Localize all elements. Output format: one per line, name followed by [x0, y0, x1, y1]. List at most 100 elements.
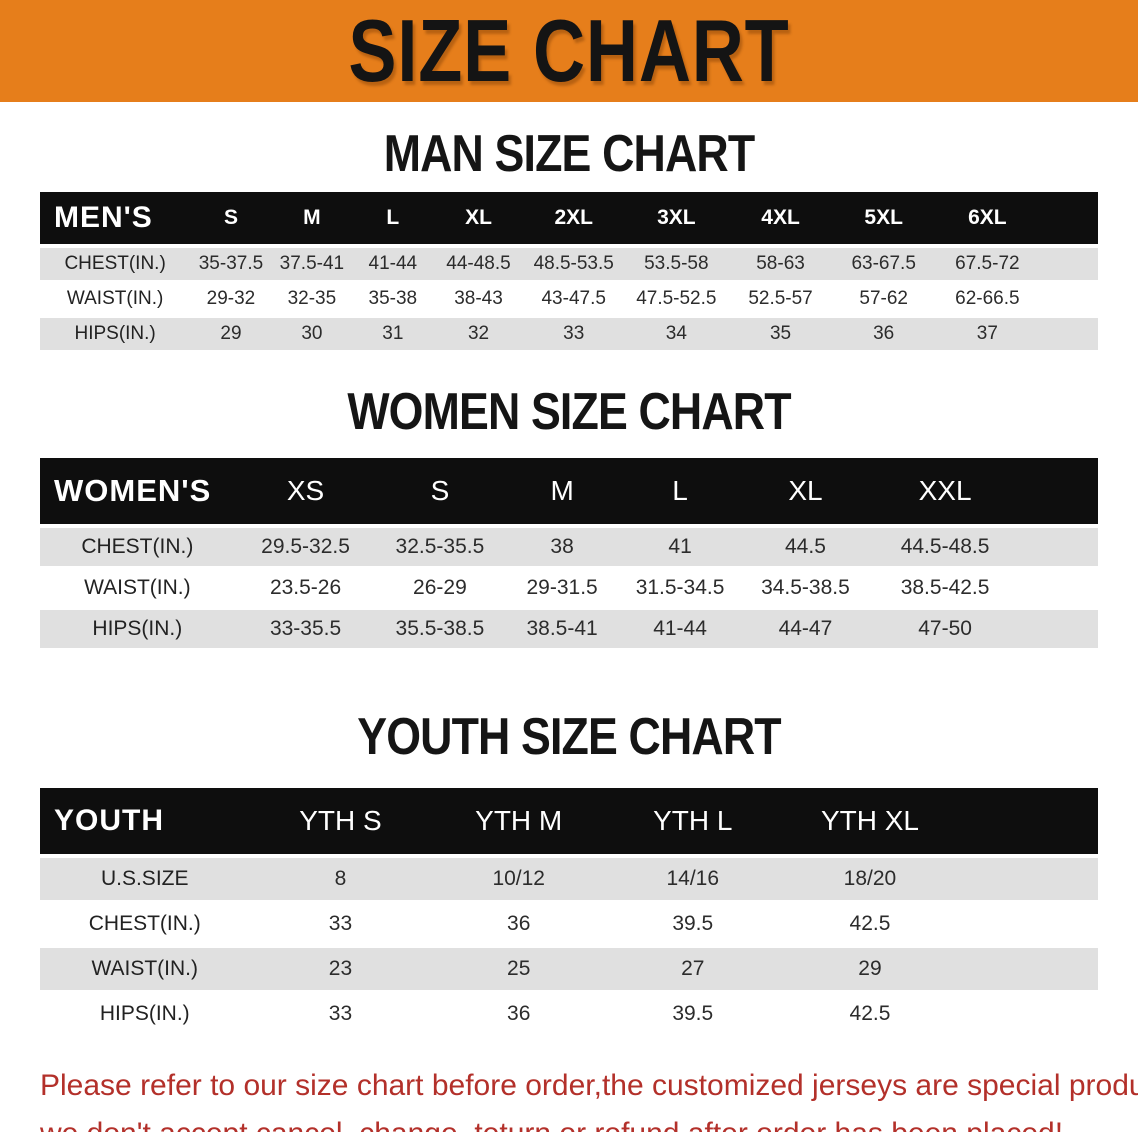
- size-column-header: S: [190, 192, 272, 248]
- size-value-cell: 32-35: [271, 281, 353, 318]
- measurement-row: WAIST(IN.) 23.5-26 26-29 29-31.5 31.5-34.5 34…: [40, 567, 1098, 610]
- row-label: CHEST(IN.): [40, 526, 235, 569]
- row-label: U.S.SIZE: [40, 856, 250, 903]
- disclaimer-line-1: Please refer to our size chart before or…: [40, 1069, 1138, 1102]
- banner: SIZE CHART: [0, 0, 1138, 102]
- row-label: HIPS(IN.): [40, 608, 235, 651]
- size-value-cell: 38.5-42.5: [871, 567, 1019, 610]
- size-value-cell: 42.5: [779, 991, 961, 1038]
- size-column-header: L: [620, 458, 740, 528]
- size-value-cell: 39.5: [606, 901, 780, 948]
- size-value-cell: 8: [249, 856, 432, 903]
- measurement-row: HIPS(IN.) 33-35.5 35.5-38.5 38.5-41 41-44 44-…: [40, 608, 1098, 651]
- measurement-row: CHEST(IN.) 33 36 39.5 42.5: [40, 901, 1098, 948]
- size-column-header: XXL: [871, 458, 1019, 528]
- disclaimer-line-2: we don't accept cancel, change, teturn o…: [40, 1110, 1118, 1132]
- size-value-cell: 35-38: [352, 281, 434, 318]
- man-size-chart-heading: MAN SIZE CHART: [383, 125, 755, 183]
- size-column-header: YTH L: [606, 788, 780, 858]
- table-header-row: WOMEN'S XS S M L XL XXL: [40, 458, 1098, 528]
- row-spacer: [960, 946, 1098, 993]
- row-label: WAIST(IN.): [40, 946, 250, 993]
- size-value-cell: 31.5-34.5: [620, 567, 740, 610]
- size-value-cell: 38-43: [433, 281, 524, 318]
- size-value-cell: 57-62: [832, 281, 935, 318]
- size-value-cell: 58-63: [728, 246, 833, 283]
- row-label: WAIST(IN.): [40, 281, 191, 318]
- row-label: HIPS(IN.): [40, 991, 250, 1038]
- mens-size-table: MEN'S S M L XL 2XL 3XL 4XL 5XL 6XL CHEST(IN.) 35-37…: [40, 192, 1098, 353]
- size-value-cell: 33: [249, 901, 432, 948]
- size-value-cell: 39.5: [606, 991, 780, 1038]
- size-value-cell: 34: [623, 316, 729, 353]
- table-group-header: YOUTH: [40, 788, 250, 858]
- size-value-cell: 36: [431, 901, 606, 948]
- table-group-header: WOMEN'S: [40, 458, 235, 528]
- size-value-cell: 41-44: [620, 608, 740, 651]
- size-column-header: 6XL: [935, 192, 1040, 248]
- size-value-cell: 29: [190, 316, 272, 353]
- row-label: CHEST(IN.): [40, 246, 191, 283]
- size-value-cell: 35: [728, 316, 833, 353]
- size-value-cell: 33-35.5: [234, 608, 377, 651]
- measurement-row: HIPS(IN.) 29 30 31 32 33 34 35 36 37: [40, 316, 1098, 353]
- size-value-cell: 35-37.5: [190, 246, 272, 283]
- disclaimer: Please refer to our size chart before or…: [0, 1062, 1138, 1132]
- size-value-cell: 53.5-58: [623, 246, 729, 283]
- row-spacer: [1039, 246, 1098, 283]
- size-column-header: YTH S: [249, 788, 432, 858]
- size-value-cell: 44.5: [739, 526, 872, 569]
- table-header-row: YOUTH YTH S YTH M YTH L YTH XL: [40, 788, 1098, 858]
- row-spacer: [1018, 567, 1098, 610]
- size-value-cell: 33: [523, 316, 624, 353]
- size-column-header: M: [271, 192, 353, 248]
- measurement-row: CHEST(IN.) 29.5-32.5 32.5-35.5 38 41 44.5 44.5…: [40, 526, 1098, 569]
- size-column-header: XL: [739, 458, 872, 528]
- size-value-cell: 63-67.5: [832, 246, 935, 283]
- size-value-cell: 37.5-41: [271, 246, 353, 283]
- size-value-cell: 41-44: [352, 246, 434, 283]
- size-value-cell: 14/16: [606, 856, 780, 903]
- size-value-cell: 36: [832, 316, 935, 353]
- measurement-row: HIPS(IN.) 33 36 39.5 42.5: [40, 991, 1098, 1038]
- size-column-header: 2XL: [523, 192, 624, 248]
- size-value-cell: 41: [620, 526, 740, 569]
- row-spacer: [960, 901, 1098, 948]
- row-label: HIPS(IN.): [40, 316, 191, 353]
- size-value-cell: 48.5-53.5: [523, 246, 624, 283]
- size-value-cell: 31: [352, 316, 434, 353]
- size-value-cell: 42.5: [779, 901, 961, 948]
- youth-size-chart-heading: YOUTH SIZE CHART: [357, 708, 781, 766]
- header-spacer: [1039, 192, 1098, 248]
- size-column-header: 3XL: [623, 192, 729, 248]
- row-spacer: [1039, 281, 1098, 318]
- size-value-cell: 23: [249, 946, 432, 993]
- size-value-cell: 23.5-26: [234, 567, 377, 610]
- header-spacer: [960, 788, 1098, 858]
- women-size-chart-heading: WOMEN SIZE CHART: [347, 383, 791, 441]
- size-value-cell: 44-47: [739, 608, 872, 651]
- table-group-header: MEN'S: [40, 192, 191, 248]
- size-value-cell: 29.5-32.5: [234, 526, 377, 569]
- size-value-cell: 38.5-41: [503, 608, 621, 651]
- size-value-cell: 67.5-72: [935, 246, 1040, 283]
- banner-title: SIZE CHART: [348, 1, 790, 100]
- size-value-cell: 34.5-38.5: [739, 567, 872, 610]
- size-value-cell: 29-31.5: [503, 567, 621, 610]
- size-value-cell: 32: [433, 316, 524, 353]
- size-value-cell: 35.5-38.5: [376, 608, 504, 651]
- size-value-cell: 62-66.5: [935, 281, 1040, 318]
- size-value-cell: 43-47.5: [523, 281, 624, 318]
- size-column-header: XS: [234, 458, 377, 528]
- measurement-row: WAIST(IN.) 29-32 32-35 35-38 38-43 43-47.5 47.…: [40, 281, 1098, 318]
- youth-size-table: YOUTH YTH S YTH M YTH L YTH XL U.S.SIZE 8 10/12…: [40, 788, 1098, 1038]
- measurement-row: WAIST(IN.) 23 25 27 29: [40, 946, 1098, 993]
- row-spacer: [1039, 316, 1098, 353]
- size-value-cell: 44.5-48.5: [871, 526, 1019, 569]
- measurement-row: U.S.SIZE 8 10/12 14/16 18/20: [40, 856, 1098, 903]
- size-value-cell: 18/20: [779, 856, 961, 903]
- header-spacer: [1018, 458, 1098, 528]
- row-spacer: [1018, 608, 1098, 651]
- size-value-cell: 47.5-52.5: [623, 281, 729, 318]
